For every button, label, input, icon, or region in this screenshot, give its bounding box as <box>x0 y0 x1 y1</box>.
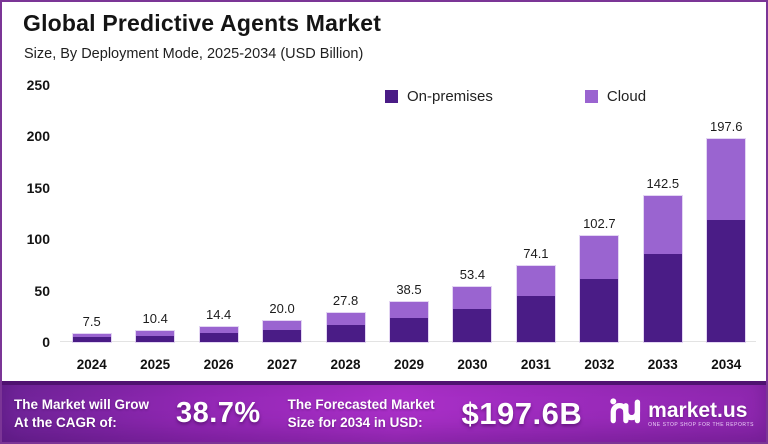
forecast-label: The Forecasted Market Size for 2034 in U… <box>288 396 435 431</box>
y-axis-tick-label: 150 <box>26 179 50 196</box>
bar-column-2026: 14.4 2026 <box>187 85 250 375</box>
x-axis-label-2034: 2034 <box>711 357 742 372</box>
y-axis-tick-label: 200 <box>26 128 50 145</box>
x-axis-label-2026: 2026 <box>203 357 234 372</box>
bar-segment-on-premises-2032[interactable] <box>580 278 619 342</box>
bar-segment-on-premises-2031[interactable] <box>516 296 555 342</box>
x-axis-label-2030: 2030 <box>457 357 488 372</box>
bar-segment-on-premises-2025[interactable] <box>136 335 175 342</box>
x-axis-label-2032: 2032 <box>584 357 615 372</box>
bar-column-2024: 7.5 2024 <box>60 85 123 375</box>
bar-total-label-2034: 197.6 <box>709 118 743 134</box>
stacked-bar-2028[interactable] <box>326 313 365 342</box>
bar-total-label-2028: 27.8 <box>332 293 359 309</box>
bar-column-2031: 74.1 2031 <box>504 85 567 375</box>
market-us-logo-icon <box>609 397 641 430</box>
bar-segment-cloud-2032[interactable] <box>580 236 619 279</box>
bar-segment-cloud-2029[interactable] <box>389 302 428 319</box>
stacked-bar-2032[interactable] <box>580 236 619 342</box>
cagr-label-line2: At the CAGR of: <box>14 414 117 430</box>
y-axis-tick-label: 50 <box>34 282 50 299</box>
forecast-value: $197.6B <box>461 395 583 431</box>
x-axis-label-2024: 2024 <box>76 357 107 372</box>
bar-total-label-2025: 10.4 <box>142 311 168 327</box>
footer-banner: The Market will Grow At the CAGR of: 38.… <box>2 381 766 442</box>
bar-segment-on-premises-2030[interactable] <box>453 309 492 342</box>
bar-segment-cloud-2024[interactable] <box>72 334 111 338</box>
bar-segment-cloud-2030[interactable] <box>453 287 492 310</box>
cagr-label-line1: The Market will Grow <box>14 396 150 412</box>
stacked-bar-2033[interactable] <box>643 195 682 342</box>
brand-tagline: ONE STOP SHOP FOR THE REPORTS <box>648 421 754 428</box>
bar-column-2029: 38.5 2029 <box>377 85 440 375</box>
cagr-value: 38.7% <box>175 397 261 429</box>
forecast-label-line2: Size for 2034 in USD: <box>287 414 423 430</box>
bar-total-label-2030: 53.4 <box>459 267 486 283</box>
bar-total-label-2033: 142.5 <box>646 175 680 191</box>
brand-block[interactable]: market.us ONE STOP SHOP FOR THE REPORTS <box>609 397 754 430</box>
bar-column-2025: 10.4 2025 <box>123 85 186 375</box>
bar-column-2030: 53.4 2030 <box>441 85 504 375</box>
legend-label-cloud: Cloud <box>606 88 647 105</box>
bar-segment-on-premises-2029[interactable] <box>389 318 428 342</box>
bar-segment-on-premises-2033[interactable] <box>643 254 682 342</box>
stacked-bar-2030[interactable] <box>453 287 492 342</box>
legend: On-premises Cloud <box>385 88 646 105</box>
bar-column-2027: 20.0 2027 <box>250 85 313 375</box>
x-axis-label-2025: 2025 <box>140 357 171 372</box>
stacked-bar-2026[interactable] <box>199 327 238 342</box>
bar-column-2033: 142.5 2033 <box>631 85 694 375</box>
bar-column-2034: 197.6 2034 <box>695 85 758 375</box>
bar-total-label-2026: 14.4 <box>205 307 232 323</box>
bar-total-label-2029: 38.5 <box>396 282 422 298</box>
plot-area: 7.5 2024 10.4 2025 14.4 2026 20.0 2027 27.8 2028 3… <box>60 85 758 375</box>
x-axis-label-2028: 2028 <box>330 357 361 372</box>
legend-item-on-premises[interactable]: On-premises <box>385 88 493 105</box>
bar-segment-on-premises-2024[interactable] <box>72 337 111 342</box>
stacked-bar-2027[interactable] <box>263 321 302 342</box>
y-axis-tick-label: 250 <box>26 77 50 93</box>
bar-segment-cloud-2028[interactable] <box>326 313 365 325</box>
chart-title: Global Predictive Agents Market <box>23 10 382 36</box>
chart-subtitle: Size, By Deployment Mode, 2025-2034 (USD… <box>24 46 364 62</box>
bar-total-label-2027: 20.0 <box>269 301 295 317</box>
legend-swatch-cloud <box>584 90 598 103</box>
bar-segment-on-premises-2028[interactable] <box>326 324 365 342</box>
bar-segment-cloud-2034[interactable] <box>707 138 746 221</box>
legend-swatch-on-premises <box>385 90 398 103</box>
bar-segment-on-premises-2026[interactable] <box>199 333 238 342</box>
legend-label-on-premises: On-premises <box>407 88 493 105</box>
bar-segment-cloud-2033[interactable] <box>643 195 682 255</box>
bar-column-2032: 102.7 2032 <box>568 85 631 375</box>
stacked-bar-2025[interactable] <box>136 331 175 342</box>
stacked-bar-2031[interactable] <box>516 265 555 342</box>
y-axis-tick-label: 0 <box>42 334 50 350</box>
legend-item-cloud[interactable]: Cloud <box>584 88 647 105</box>
bar-total-label-2032: 102.7 <box>583 216 616 232</box>
bar-column-2028: 27.8 2028 <box>314 85 377 375</box>
x-axis-label-2033: 2033 <box>647 357 678 372</box>
bar-segment-cloud-2027[interactable] <box>263 321 302 330</box>
stacked-bar-2024[interactable] <box>72 334 111 342</box>
bar-total-label-2031: 74.1 <box>523 245 549 261</box>
stacked-bar-2034[interactable] <box>707 138 746 342</box>
bar-segment-on-premises-2034[interactable] <box>707 220 746 342</box>
bar-segment-cloud-2026[interactable] <box>199 327 238 334</box>
bar-segment-cloud-2025[interactable] <box>136 331 175 336</box>
x-axis-label-2027: 2027 <box>267 357 298 372</box>
bar-total-label-2024: 7.5 <box>82 314 101 330</box>
y-axis-tick-label: 100 <box>26 231 50 248</box>
x-axis-label-2029: 2029 <box>393 357 425 372</box>
bar-segment-cloud-2031[interactable] <box>516 265 555 297</box>
brand-name: market.us <box>648 398 748 422</box>
x-axis-label-2031: 2031 <box>520 357 551 372</box>
y-axis: 0 50 100 150 200 250 <box>16 77 50 375</box>
bar-segment-on-premises-2027[interactable] <box>263 329 302 342</box>
forecast-label-line1: The Forecasted Market <box>287 396 435 412</box>
cagr-label: The Market will Grow At the CAGR of: <box>14 396 149 431</box>
stacked-bar-2029[interactable] <box>389 302 428 342</box>
brand-text: market.us ONE STOP SHOP FOR THE REPORTS <box>648 400 754 428</box>
